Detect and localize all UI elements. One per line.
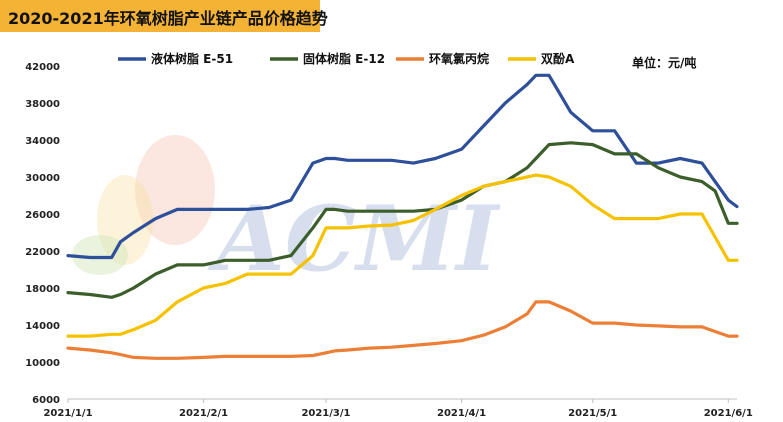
- watermark-swirl-yellow: [97, 175, 153, 265]
- x-tick-label: 2021/4/1: [437, 408, 486, 419]
- x-tick-label: 2021/2/1: [179, 408, 228, 419]
- series-line-4: [66, 173, 739, 338]
- series-line-1: [66, 73, 739, 260]
- legend-label-4: 双酚A: [541, 52, 575, 66]
- legend-label-2: 固体树脂 E-12: [303, 51, 385, 66]
- y-tick-label: 10000: [25, 358, 60, 369]
- y-tick-label: 42000: [25, 62, 60, 73]
- unit-label: 单位：元/吨: [632, 56, 697, 70]
- x-tick-label: 2021/5/1: [568, 408, 617, 419]
- x-tick-label: 2021/3/1: [301, 408, 350, 419]
- legend-label-3: 环氧氯丙烷: [429, 51, 489, 66]
- x-tick-label: 2021/1/1: [43, 408, 92, 419]
- y-tick-label: 38000: [25, 99, 60, 110]
- y-tick-label: 34000: [25, 136, 60, 147]
- legend: 液体树脂 E-51 固体树脂 E-12 环氧氯丙烷 双酚A: [118, 51, 575, 66]
- series-group: [66, 73, 739, 360]
- y-tick-label: 18000: [25, 284, 60, 295]
- series-line-3: [66, 300, 739, 360]
- watermark-swirl-green: [72, 235, 128, 275]
- axes: 6000 10000 14000 18000 22000 26000 30000 34000 3…: [25, 62, 753, 419]
- x-tick-label: 2021/6/1: [704, 408, 753, 419]
- legend-label-1: 液体树脂 E-51: [151, 51, 233, 66]
- chart-title: 2020-2021年环氧树脂产业链产品价格趋势: [8, 9, 328, 28]
- title-box: 2020-2021年环氧树脂产业链产品价格趋势: [0, 0, 328, 32]
- series-line-2: [66, 141, 739, 299]
- y-tick-label: 14000: [25, 321, 60, 332]
- y-tick-label: 22000: [25, 247, 60, 258]
- y-tick-label: 26000: [25, 210, 60, 221]
- y-tick-label: 6000: [32, 395, 60, 406]
- y-tick-label: 30000: [25, 173, 60, 184]
